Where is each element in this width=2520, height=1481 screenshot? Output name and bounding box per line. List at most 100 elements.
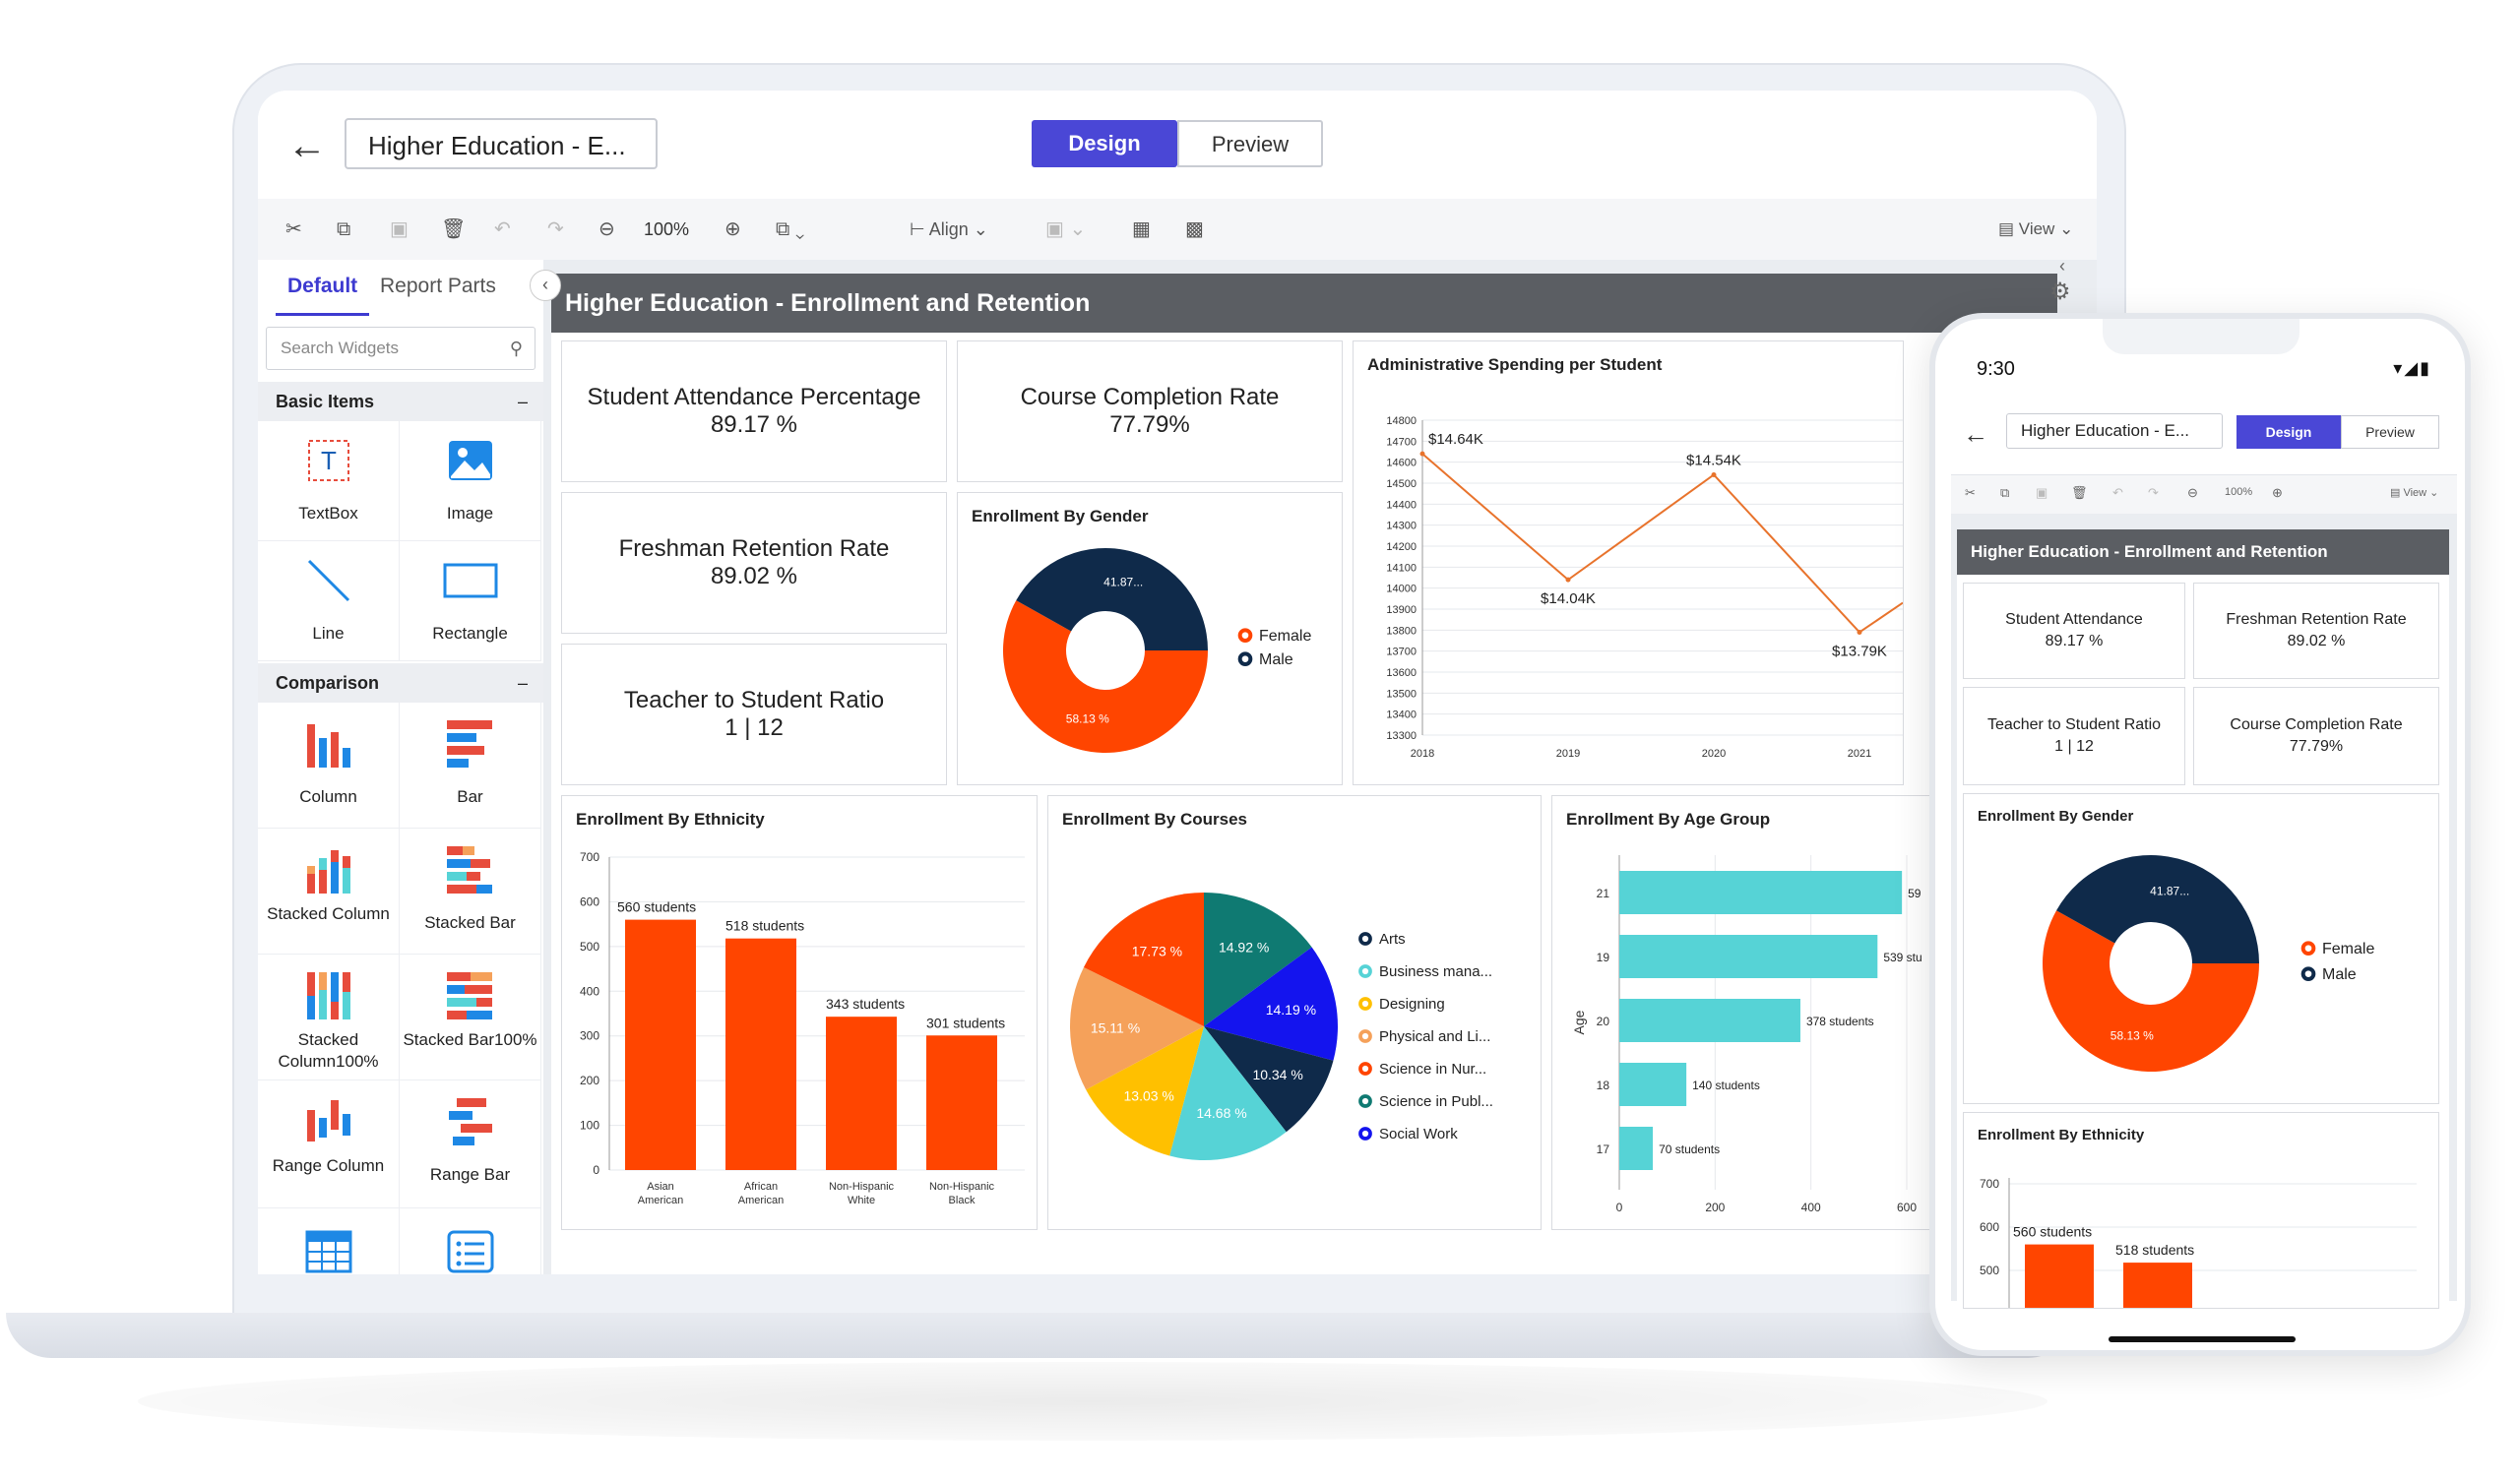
legend-marker	[1358, 932, 1372, 946]
y-tick-label: 500	[1980, 1264, 1999, 1277]
delete-icon[interactable]: 🗑	[441, 218, 467, 240]
widget-rectangle[interactable]: Rectangle	[400, 541, 541, 661]
zoom-out-icon[interactable]: ⊖	[598, 218, 615, 240]
status-time: 9:30	[1977, 358, 2015, 380]
undo-icon[interactable]: ↶	[2112, 485, 2123, 500]
delete-icon[interactable]: 🗑	[2071, 485, 2088, 500]
widget-stacked-column100[interactable]: Stacked Column100%	[258, 955, 400, 1080]
kpi-retention[interactable]: Freshman Retention Rate 89.02 %	[561, 492, 947, 634]
align-dropdown[interactable]: ⊢ Align ⌄	[910, 219, 988, 239]
kpi-retention[interactable]: Freshman Retention Rate 89.02 %	[2193, 583, 2439, 679]
comparison-header[interactable]: Comparison –	[258, 663, 543, 703]
group-dropdown-icon[interactable]: ▣ ⌄	[1045, 218, 1087, 240]
report-title[interactable]: Higher Education - Enrollment and Retent…	[551, 274, 2057, 333]
tab-default[interactable]: Default	[276, 260, 370, 316]
ethnicity-chart-card[interactable]: Enrollment By Ethnicity 400 500 600 700 560 …	[1963, 1112, 2439, 1321]
view-dropdown[interactable]: ▤ View ⌄	[1998, 219, 2074, 238]
report-title[interactable]: Higher Education - Enrollment and Retent…	[1957, 529, 2449, 575]
stacked-bar-icon	[400, 829, 540, 899]
zoom-level[interactable]: 100%	[2225, 486, 2253, 498]
bar	[1619, 999, 1800, 1042]
kpi-attendance[interactable]: Student Attendance 89.17 %	[1963, 583, 2185, 679]
copy-icon[interactable]: ⧉	[337, 218, 351, 240]
widget-image[interactable]: Image	[400, 421, 541, 541]
mobile-report-body: Student Attendance 89.17 % Freshman Rete…	[1957, 575, 2449, 1321]
paste-icon[interactable]: ▣	[390, 218, 409, 240]
redo-icon[interactable]: ↷	[547, 218, 564, 240]
settings-gear-icon[interactable]: ⚙	[2049, 278, 2071, 305]
stacked-column100-icon	[258, 955, 399, 1025]
view-label: View	[2018, 219, 2055, 238]
search-icon[interactable]: ⚲	[509, 339, 523, 358]
report-name-field[interactable]: Higher Education - E...	[2006, 413, 2223, 449]
widget-column[interactable]: Column	[258, 703, 400, 829]
age-chart-card[interactable]: Enrollment By Age Group 0 200 400 600 Age 21 5…	[1551, 795, 1945, 1230]
undo-icon[interactable]: ↶	[494, 218, 511, 240]
legend-label: Science in Nur...	[1379, 1061, 1486, 1078]
paste-icon[interactable]: ▣	[2036, 485, 2048, 500]
gender-chart-card[interactable]: Enrollment By Gender 58.13 % 41.87... Fema…	[1963, 793, 2439, 1104]
collapse-sidebar-icon[interactable]: ‹	[530, 270, 561, 301]
widget-line[interactable]: Line	[258, 541, 400, 661]
basic-items-header[interactable]: Basic Items –	[258, 382, 543, 421]
preview-mode-button[interactable]: Preview	[1177, 120, 1323, 167]
back-arrow-icon[interactable]: ←	[287, 124, 327, 167]
back-arrow-icon[interactable]: ←	[1963, 419, 1988, 449]
y-tick-label: 14800	[1386, 415, 1417, 427]
widget-stacked-bar100[interactable]: Stacked Bar100%	[400, 955, 541, 1080]
cut-icon[interactable]: ✂	[1965, 485, 1976, 500]
search-widgets-input[interactable]: Search Widgets ⚲	[266, 327, 536, 370]
widget-range-bar[interactable]: Range Bar	[400, 1080, 541, 1208]
collapse-minus-icon[interactable]: –	[517, 673, 528, 693]
spending-chart-card[interactable]: Administrative Spending per Student 1330…	[1353, 340, 1904, 785]
y-tick-label: 14700	[1386, 436, 1417, 448]
chart-title: Enrollment By Age Group	[1566, 810, 1771, 829]
zoom-in-icon[interactable]: ⊕	[2272, 485, 2283, 500]
zoom-level[interactable]: 100%	[644, 219, 690, 239]
report-name-field[interactable]: Higher Education - E...	[345, 118, 658, 169]
widget-table[interactable]	[258, 1208, 400, 1274]
courses-pie-chart: 14.92 % 14.19 % 10.34 % 14.68 % 13.03 % 15.11…	[1070, 893, 1493, 1160]
rectangle-icon	[400, 541, 540, 610]
redo-icon[interactable]: ↷	[2148, 485, 2159, 500]
slice-label: 41.87...	[1103, 575, 1143, 588]
basic-items-label: Basic Items	[276, 392, 375, 411]
properties-collapse-icon[interactable]: ‹	[2059, 256, 2065, 276]
kpi-ratio[interactable]: Teacher to Student Ratio 1 | 12	[561, 644, 947, 785]
courses-chart-card[interactable]: Enrollment By Courses 14.92 % 14.19 % 10.3…	[1047, 795, 1542, 1230]
widget-textbox[interactable]: T TextBox	[258, 421, 400, 541]
laptop-base	[6, 1313, 2073, 1358]
collapse-minus-icon[interactable]: –	[517, 392, 528, 411]
grid-icon[interactable]: ▩	[1185, 218, 1204, 240]
legend-marker	[2300, 966, 2316, 982]
kpi-completion[interactable]: Course Completion Rate 77.79%	[957, 340, 1343, 482]
widget-bar[interactable]: Bar	[400, 703, 541, 829]
distribute-icon[interactable]: ▦	[1132, 218, 1151, 240]
preview-mode-button[interactable]: Preview	[2341, 415, 2439, 449]
pie-slice	[1169, 1026, 1287, 1160]
zoom-out-icon[interactable]: ⊖	[2187, 485, 2198, 500]
kpi-attendance[interactable]: Student Attendance Percentage 89.17 %	[561, 340, 947, 482]
kpi-completion[interactable]: Course Completion Rate 77.79%	[2193, 687, 2439, 785]
widget-stacked-column[interactable]: Stacked Column	[258, 829, 400, 955]
legend-label: Arts	[1379, 931, 1406, 948]
zoom-in-icon[interactable]: ⊕	[724, 218, 741, 240]
widget-list[interactable]	[400, 1208, 541, 1274]
view-dropdown[interactable]: ▤ View ⌄	[2390, 487, 2439, 499]
y-tick-label: 400	[1980, 1307, 1999, 1308]
copy-icon[interactable]: ⧉	[2000, 485, 2010, 500]
tab-report-parts[interactable]: Report Parts	[380, 275, 496, 297]
cut-icon[interactable]: ✂	[285, 218, 302, 240]
gender-chart-card[interactable]: Enrollment By Gender 58.13 % 41.87... Fema…	[957, 492, 1343, 785]
widget-stacked-bar[interactable]: Stacked Bar	[400, 829, 541, 955]
design-mode-button[interactable]: Design	[2236, 415, 2341, 449]
order-dropdown-icon[interactable]: ⧉ ⌄	[776, 218, 805, 240]
ethnicity-chart-card[interactable]: Enrollment By Ethnicity 0 100 200 300 400 500…	[561, 795, 1038, 1230]
bar	[926, 1035, 997, 1170]
design-mode-button[interactable]: Design	[1032, 120, 1177, 167]
widget-range-column[interactable]: Range Column	[258, 1080, 400, 1208]
widget-label: Column	[299, 787, 357, 806]
kpi-ratio[interactable]: Teacher to Student Ratio 1 | 12	[1963, 687, 2185, 785]
comparison-label: Comparison	[276, 673, 380, 693]
svg-text:T: T	[321, 446, 337, 475]
